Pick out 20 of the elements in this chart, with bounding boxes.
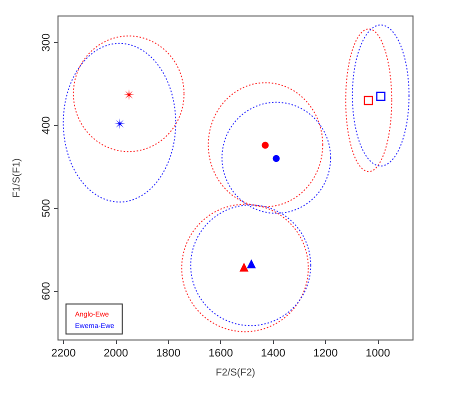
- x-axis-title: F2/S(F2): [216, 368, 256, 378]
- point: [240, 262, 249, 272]
- y-tick-label: 600: [40, 282, 52, 300]
- point: [246, 259, 256, 268]
- x-tick-label: 1200: [313, 348, 338, 360]
- x-tick-label: 1400: [260, 348, 286, 360]
- point: [114, 118, 126, 130]
- y-tick-label: 400: [40, 116, 52, 135]
- point: [272, 155, 280, 162]
- x-tick-label: 1600: [208, 348, 233, 360]
- x-tick-label: 2000: [104, 348, 128, 360]
- x-tick-label: 2200: [51, 348, 76, 360]
- point: [124, 89, 134, 100]
- point: [376, 92, 386, 101]
- point: [364, 96, 374, 106]
- x-tick-label: 1800: [156, 348, 181, 360]
- x-tick-label: 1000: [366, 348, 390, 360]
- y-tick-label: 500: [40, 199, 52, 218]
- y-axis-title: F1/S(F1): [12, 158, 22, 198]
- y-tick-label: 300: [40, 33, 52, 52]
